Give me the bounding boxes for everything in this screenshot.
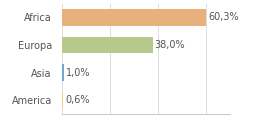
Bar <box>62 37 153 53</box>
Text: 1,0%: 1,0% <box>66 68 90 78</box>
Bar <box>62 64 64 81</box>
Text: 60,3%: 60,3% <box>208 12 239 22</box>
Text: 38,0%: 38,0% <box>155 40 185 50</box>
Bar <box>62 9 206 26</box>
Bar <box>62 92 63 108</box>
Text: 0,6%: 0,6% <box>65 95 90 105</box>
